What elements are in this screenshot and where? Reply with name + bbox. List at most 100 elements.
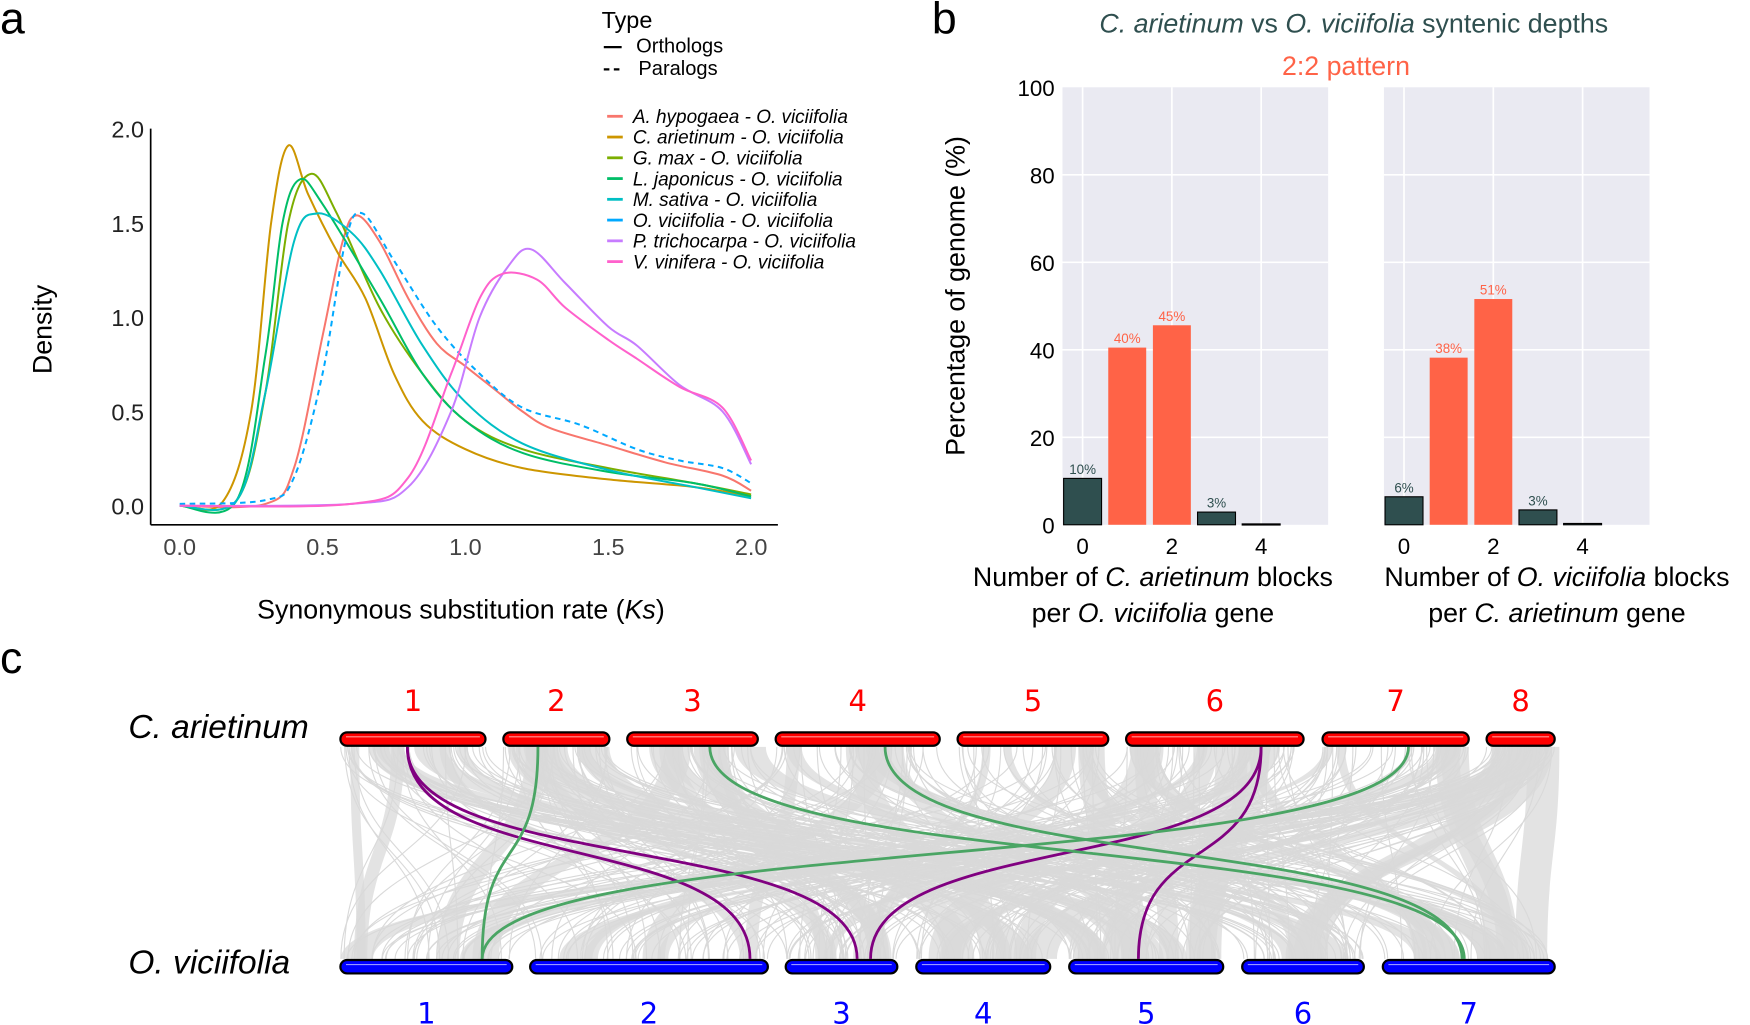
bottom-chromosome-label: 5 [1137, 997, 1155, 1025]
y-tick-label: 80 [1030, 164, 1055, 189]
synteny-link [477, 746, 1504, 959]
synteny-link [747, 746, 876, 959]
x-axis-label: Synonymous substitution rate (Ks) [257, 595, 665, 625]
highlight-synteny-link [1136, 746, 1263, 959]
y-tick-label: 1.0 [111, 305, 144, 331]
density-curve [179, 177, 752, 514]
synteny-link [478, 746, 950, 959]
x-tick-label: 2 [1166, 534, 1178, 559]
bottom-chromosome-label: 2 [640, 997, 658, 1025]
synteny-link [595, 746, 865, 959]
bottom-chromosome-label: 3 [832, 997, 850, 1025]
top-chromosome-label: 6 [1206, 684, 1224, 718]
bar [1063, 477, 1103, 526]
y-axis-label: Density [27, 284, 57, 374]
subplot-background [1383, 87, 1650, 525]
synteny-link [1094, 746, 1542, 959]
bottom-chromosome-label: 4 [974, 997, 992, 1025]
synteny-link [1317, 746, 1525, 959]
y-tick-label: 0.5 [111, 399, 144, 425]
synteny-link [766, 746, 1292, 959]
highlight-synteny-link [405, 746, 752, 959]
synteny-link [731, 746, 984, 959]
synteny-link [1249, 746, 1348, 959]
synteny-link [580, 746, 858, 959]
synteny-link [920, 746, 1002, 959]
synteny-link [984, 746, 1292, 959]
synteny-link [450, 746, 955, 959]
synteny-link [762, 746, 893, 959]
synteny-ribbon [1013, 746, 1218, 959]
legend-label: M. sativa - O. viciifolia [633, 190, 817, 211]
subplot-background [1062, 87, 1329, 525]
panel-label-b: b [932, 0, 957, 44]
synteny-link [431, 746, 680, 959]
density-curve [179, 211, 752, 505]
synteny-link [1128, 746, 1498, 959]
synteny-link [1167, 746, 1423, 959]
synteny-link [651, 746, 1431, 959]
synteny-link [936, 746, 1448, 959]
synteny-link [858, 746, 904, 959]
bar-label: 3% [1528, 493, 1547, 508]
x-axis-label-left-line1: Number of C. arietinum blocks [973, 562, 1333, 592]
synteny-link [459, 746, 1295, 959]
x-tick-label: 0.0 [163, 534, 196, 560]
synteny-link [427, 746, 521, 959]
synteny-link [1102, 746, 1549, 959]
x-tick-label: 0.5 [306, 534, 339, 560]
x-tick-label: 2 [1487, 534, 1499, 559]
synteny-link [1142, 746, 1351, 959]
synteny-link [879, 746, 1529, 959]
top-chromosome [774, 731, 941, 747]
x-axis-label-left-line2: per O. viciifolia gene [1032, 598, 1275, 628]
synteny-link [383, 746, 1277, 959]
synteny-link [452, 746, 1394, 959]
bottom-chromosome [784, 958, 899, 975]
bottom-chromosome [339, 958, 514, 975]
bar [1474, 299, 1513, 525]
synteny-link [1426, 746, 1488, 959]
legend-label: P. trichocarpa - O. viciifolia [633, 232, 856, 253]
y-tick-label: 100 [1017, 76, 1054, 101]
legend-label: V. vinifera - O. viciifolia [633, 252, 825, 273]
synteny-link [557, 746, 990, 959]
highlight-synteny-link [405, 746, 859, 959]
x-tick-label: 0 [1076, 534, 1088, 559]
synteny-link [1453, 746, 1510, 959]
top-chromosome [626, 731, 759, 747]
synteny-link [462, 746, 608, 959]
top-genome-label: C. arietinum [128, 709, 308, 746]
synteny-link [908, 746, 1305, 959]
synteny-link [677, 746, 1056, 959]
synteny-link [834, 746, 1416, 959]
bar [1196, 511, 1237, 526]
synteny-link [371, 746, 666, 959]
synteny-link [511, 746, 1103, 959]
density-curve [179, 247, 753, 507]
synteny-link [345, 746, 637, 959]
synteny-ribbon [439, 746, 751, 959]
synteny-link [944, 746, 1514, 959]
synteny-link [1102, 746, 1338, 959]
synteny-link [413, 746, 783, 959]
synteny-link [1358, 746, 1500, 959]
x-tick-label: 4 [1576, 534, 1588, 559]
highlight-synteny-link [708, 746, 1466, 959]
top-chromosome-label: 8 [1511, 684, 1529, 718]
synteny-link [407, 746, 1285, 959]
y-tick-label: 1.5 [111, 211, 144, 237]
bottom-chromosome [1381, 958, 1556, 975]
legend-label: O. viciifolia - O. viciifolia [633, 211, 833, 232]
highlight-synteny-link [869, 746, 1263, 959]
top-chromosome-label: 1 [404, 684, 422, 718]
legend-paralogs-label: Paralogs [638, 58, 717, 80]
synteny-link [490, 746, 877, 959]
legend-type-title: Type [602, 7, 653, 33]
y-tick-label: 0.0 [111, 494, 144, 520]
synteny-link [516, 746, 614, 959]
y-axis-label: Percentage of genome (%) [940, 136, 970, 456]
chart-subtitle: 2:2 pattern [1282, 51, 1410, 81]
synteny-link [572, 746, 648, 959]
